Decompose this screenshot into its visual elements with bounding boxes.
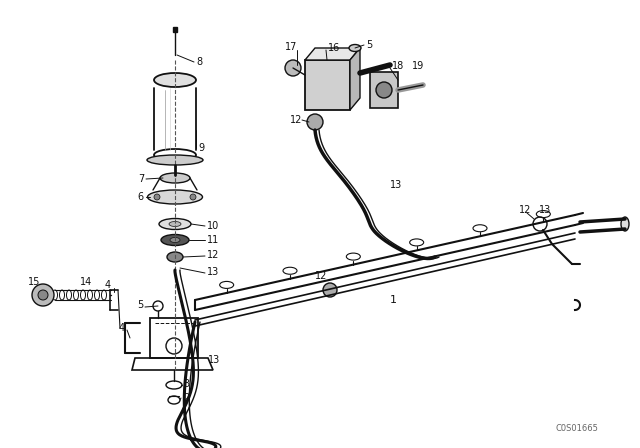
Text: 3: 3: [183, 379, 189, 389]
Ellipse shape: [160, 173, 190, 183]
Bar: [173, 27, 177, 32]
Text: 17: 17: [285, 42, 298, 52]
Text: C0S01665: C0S01665: [555, 423, 598, 432]
Text: 10: 10: [207, 221, 220, 231]
Text: 8: 8: [196, 57, 202, 67]
Polygon shape: [305, 48, 360, 60]
Text: 13: 13: [207, 267, 220, 277]
Polygon shape: [350, 48, 360, 110]
Ellipse shape: [169, 221, 181, 227]
Text: 14: 14: [80, 277, 92, 287]
Text: 12: 12: [519, 205, 531, 215]
Ellipse shape: [349, 44, 361, 52]
Circle shape: [323, 283, 337, 297]
Text: 7: 7: [138, 174, 144, 184]
Text: 5: 5: [137, 300, 143, 310]
Circle shape: [154, 194, 160, 200]
Text: 13: 13: [539, 205, 551, 215]
Circle shape: [307, 114, 323, 130]
Ellipse shape: [621, 217, 629, 231]
Text: 13: 13: [208, 355, 220, 365]
Ellipse shape: [170, 237, 180, 242]
Text: 18: 18: [392, 61, 404, 71]
Bar: [305, 60, 350, 110]
Text: 12: 12: [290, 115, 302, 125]
Circle shape: [376, 82, 392, 98]
Text: 15: 15: [28, 277, 40, 287]
Ellipse shape: [167, 252, 183, 262]
Text: 1: 1: [390, 295, 397, 305]
Ellipse shape: [161, 234, 189, 246]
Text: 4: 4: [105, 280, 111, 290]
Circle shape: [190, 194, 196, 200]
Text: 4: 4: [119, 323, 125, 333]
Text: 12: 12: [315, 271, 328, 281]
Text: 16: 16: [328, 43, 340, 53]
Text: 6: 6: [138, 192, 144, 202]
Text: 12: 12: [207, 250, 220, 260]
Text: 11: 11: [207, 235, 220, 245]
Ellipse shape: [147, 190, 202, 204]
Ellipse shape: [154, 73, 196, 87]
Bar: [150, 318, 198, 358]
Text: 13: 13: [390, 180, 403, 190]
Circle shape: [38, 290, 48, 300]
Ellipse shape: [159, 219, 191, 229]
Text: 19: 19: [412, 61, 424, 71]
Ellipse shape: [147, 155, 203, 165]
Text: 2: 2: [183, 393, 189, 403]
Circle shape: [285, 60, 301, 76]
Text: 9: 9: [198, 143, 204, 153]
Circle shape: [32, 284, 54, 306]
Text: 5: 5: [366, 40, 372, 50]
Bar: [370, 72, 398, 108]
